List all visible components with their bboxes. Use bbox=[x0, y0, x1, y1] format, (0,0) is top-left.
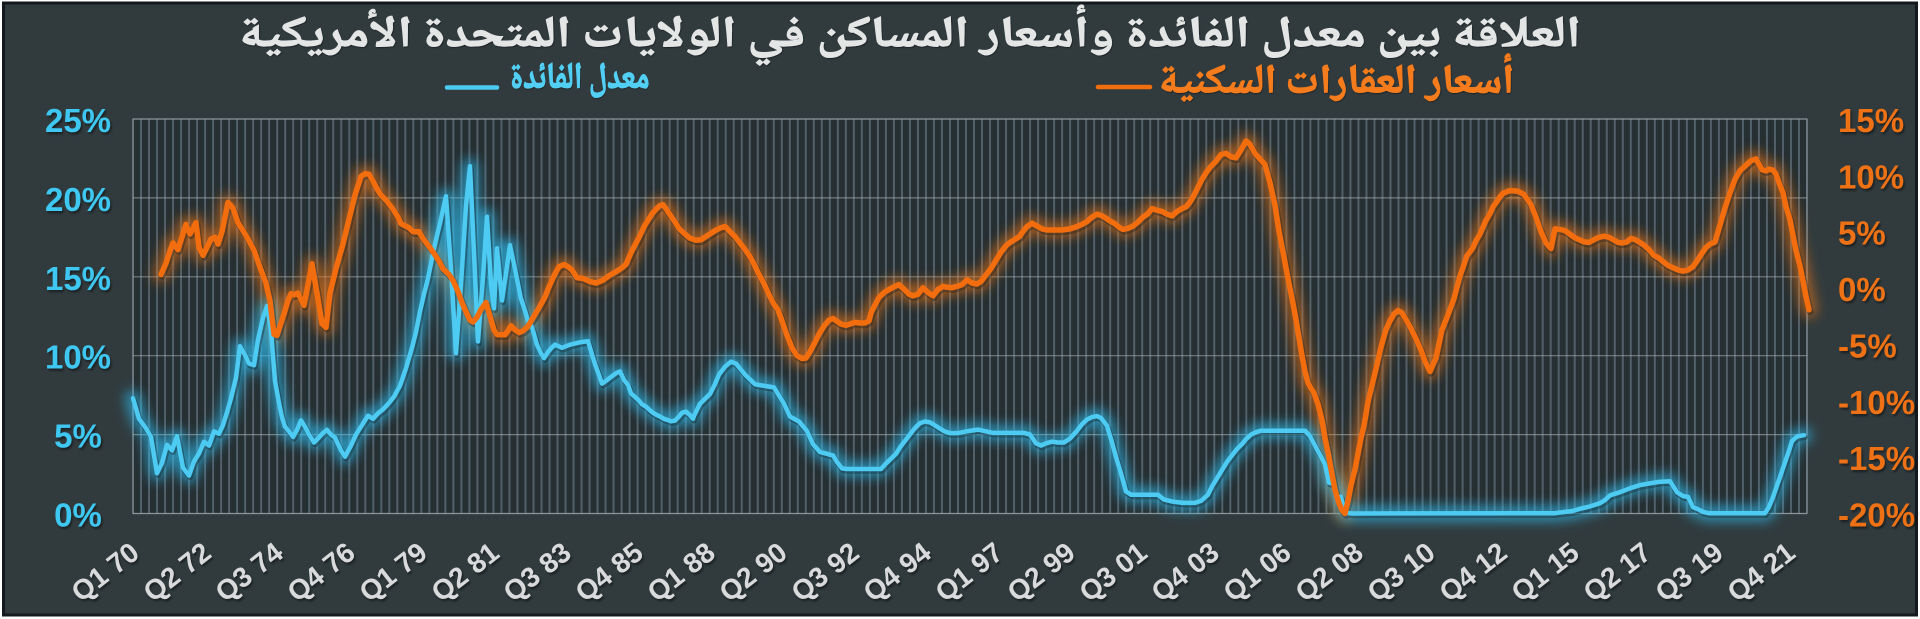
svg-text:-15%: -15% bbox=[1838, 440, 1915, 477]
svg-text:15%: 15% bbox=[45, 260, 111, 297]
svg-text:-10%: -10% bbox=[1838, 384, 1915, 421]
svg-text:5%: 5% bbox=[1838, 215, 1886, 252]
svg-text:25%: 25% bbox=[45, 102, 111, 139]
svg-text:-20%: -20% bbox=[1838, 497, 1915, 534]
svg-text:15%: 15% bbox=[1838, 102, 1904, 139]
svg-text:10%: 10% bbox=[1838, 158, 1904, 195]
svg-text:-5%: -5% bbox=[1838, 327, 1897, 364]
svg-text:0%: 0% bbox=[54, 497, 102, 534]
svg-text:10%: 10% bbox=[45, 339, 111, 376]
svg-text:20%: 20% bbox=[45, 181, 111, 218]
svg-text:5%: 5% bbox=[54, 418, 102, 455]
svg-text:0%: 0% bbox=[1838, 271, 1886, 308]
